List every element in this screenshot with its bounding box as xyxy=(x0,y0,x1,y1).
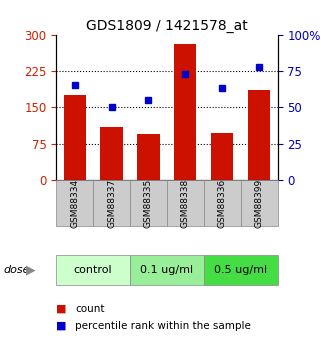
Text: count: count xyxy=(75,304,105,314)
Bar xyxy=(100,127,123,180)
Text: 0.5 ug/ml: 0.5 ug/ml xyxy=(214,265,267,275)
Bar xyxy=(211,132,233,180)
Text: ▶: ▶ xyxy=(26,264,35,276)
Text: 0.1 ug/ml: 0.1 ug/ml xyxy=(140,265,194,275)
Bar xyxy=(204,255,278,285)
Text: GSM88338: GSM88338 xyxy=(181,178,190,228)
Text: ■: ■ xyxy=(56,304,67,314)
Text: GSM88335: GSM88335 xyxy=(144,178,153,228)
Text: dose: dose xyxy=(3,265,30,275)
Title: GDS1809 / 1421578_at: GDS1809 / 1421578_at xyxy=(86,19,248,33)
Bar xyxy=(137,134,160,180)
Bar xyxy=(93,180,130,226)
Text: control: control xyxy=(74,265,112,275)
Bar xyxy=(56,255,130,285)
Text: GSM88337: GSM88337 xyxy=(107,178,116,228)
Bar xyxy=(130,255,204,285)
Bar xyxy=(167,180,204,226)
Bar xyxy=(204,180,241,226)
Text: ■: ■ xyxy=(56,321,67,331)
Bar xyxy=(241,180,278,226)
Bar xyxy=(64,95,86,180)
Text: GSM88334: GSM88334 xyxy=(70,178,79,228)
Text: percentile rank within the sample: percentile rank within the sample xyxy=(75,321,251,331)
Bar xyxy=(56,180,93,226)
Bar xyxy=(130,180,167,226)
Bar xyxy=(174,44,196,180)
Text: GSM88399: GSM88399 xyxy=(255,178,264,228)
Text: GSM88336: GSM88336 xyxy=(218,178,227,228)
Bar xyxy=(248,90,270,180)
